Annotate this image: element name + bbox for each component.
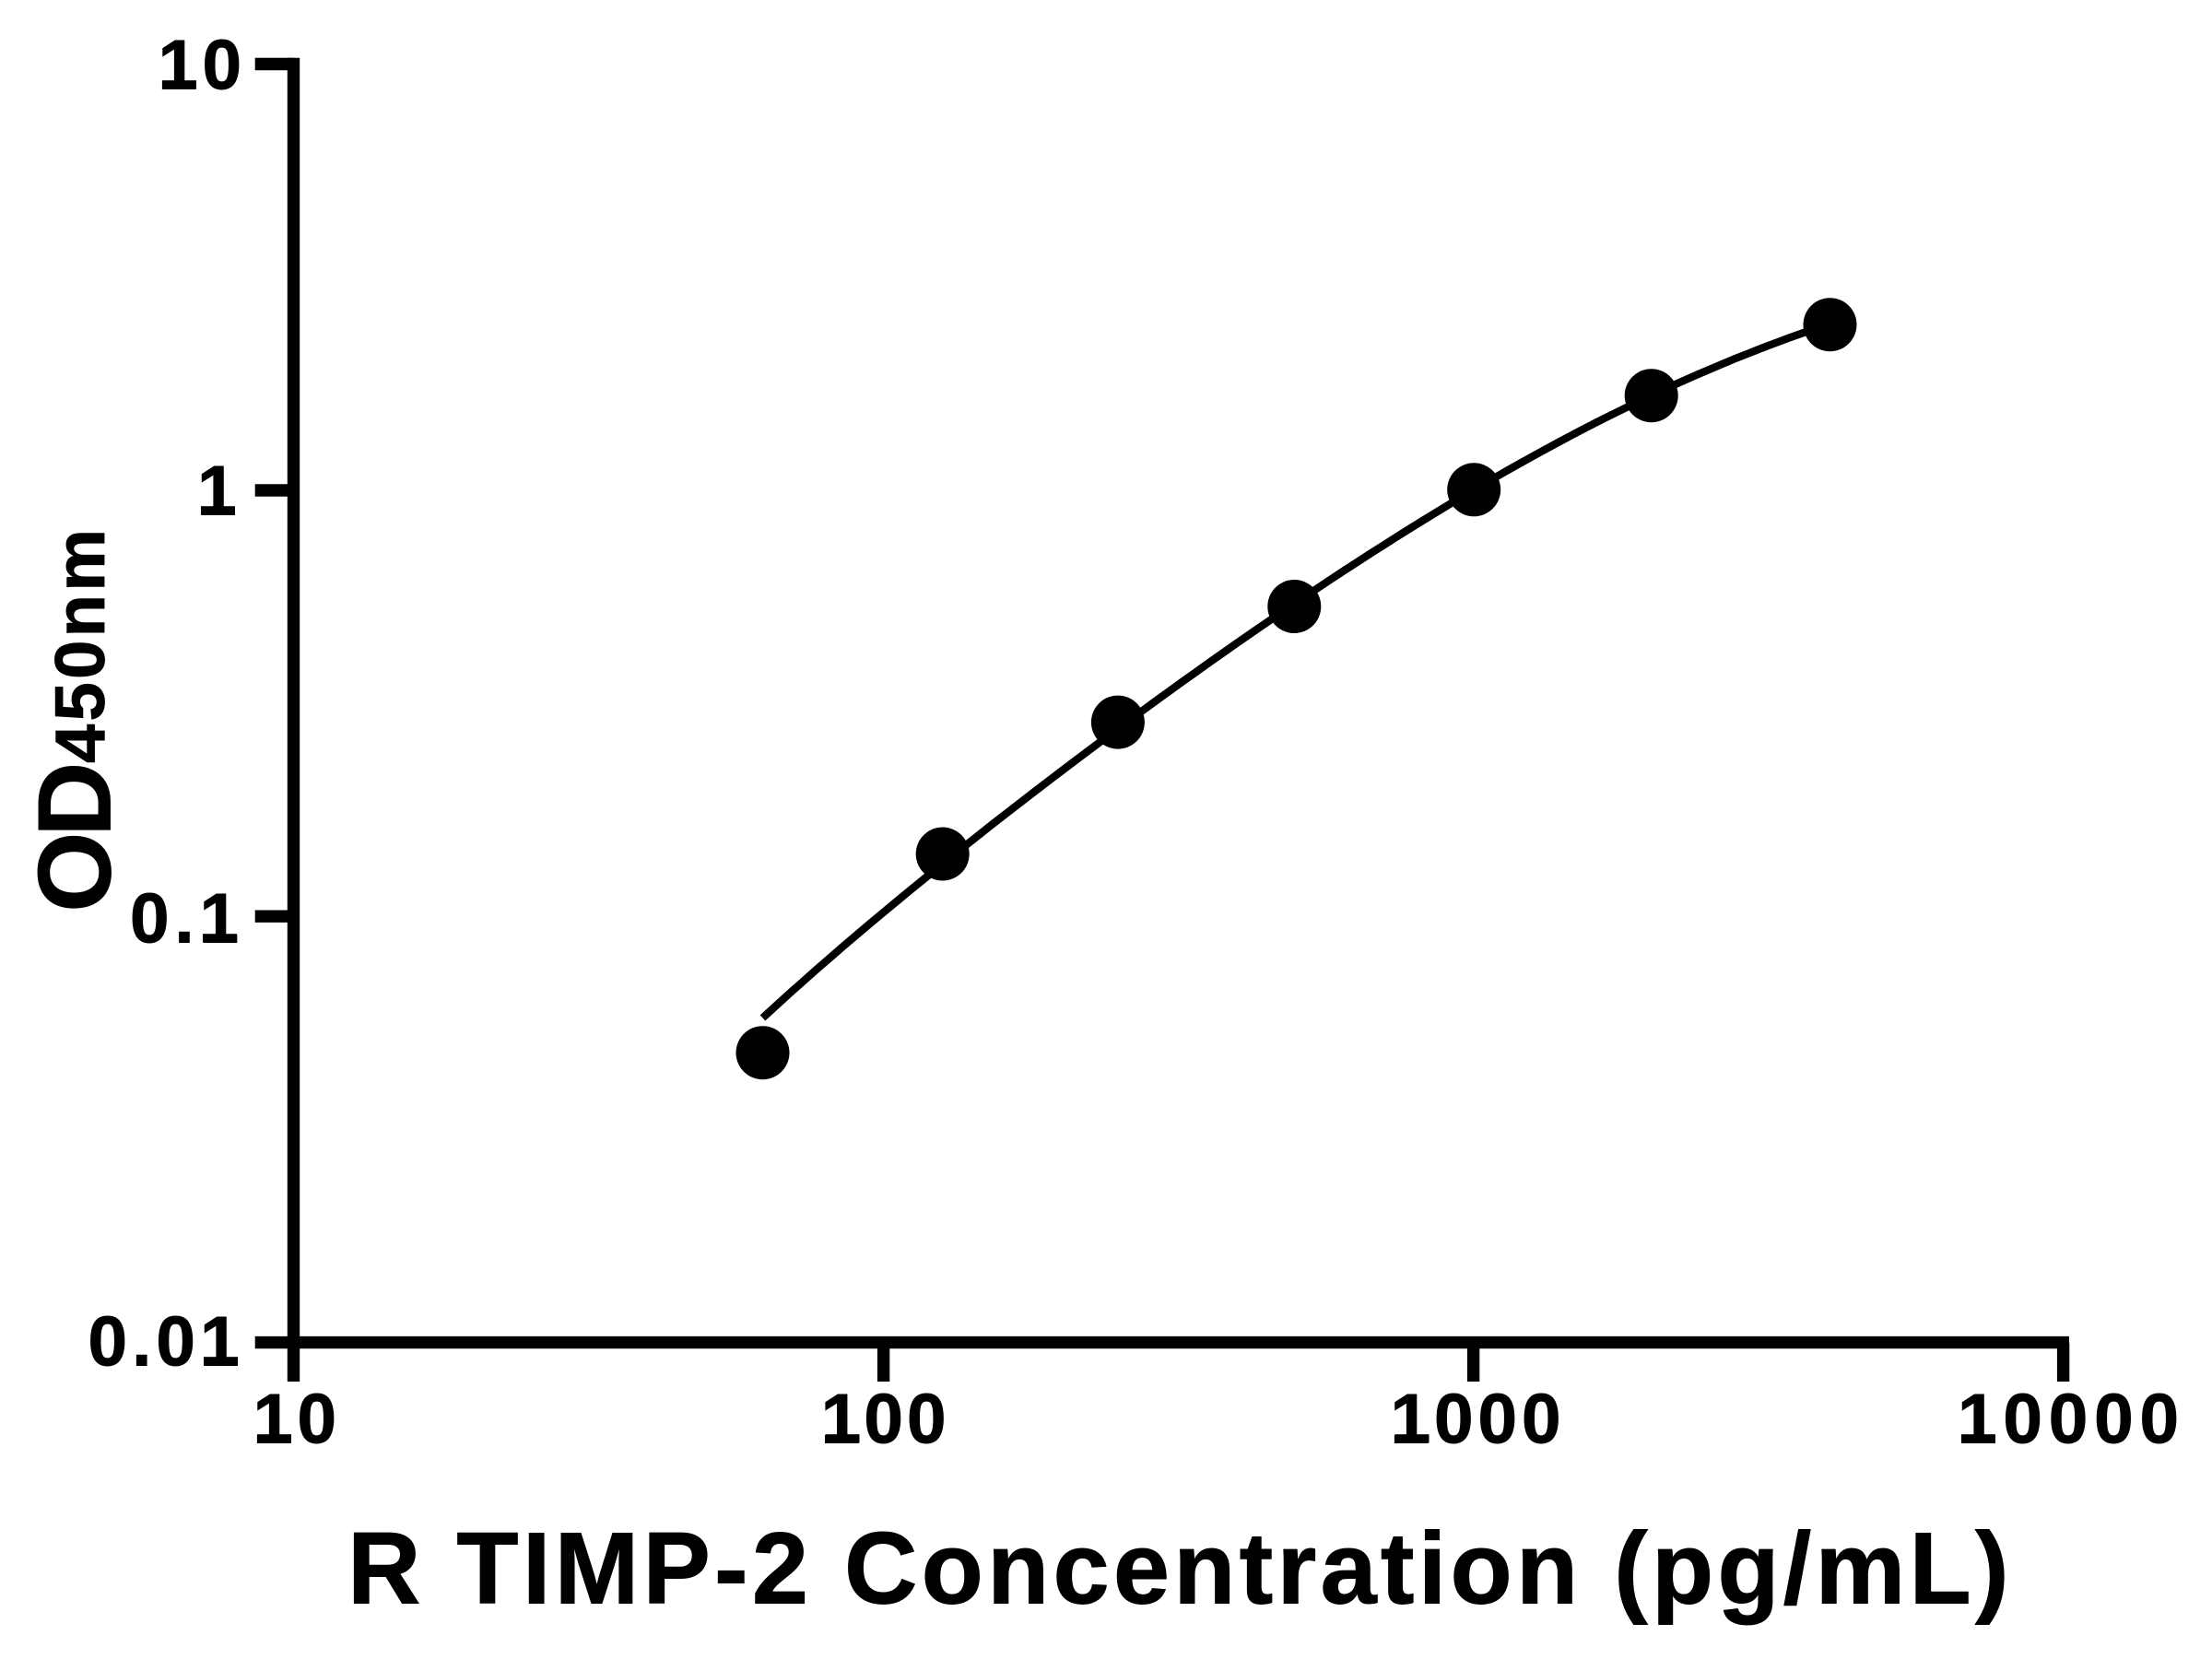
svg-text:0.1: 0.1 (130, 880, 239, 959)
svg-text:R TIMP-2 Concentration (pg/mL): R TIMP-2 Concentration (pg/mL) (347, 1512, 2009, 1625)
svg-text:0.01: 0.01 (88, 1303, 240, 1382)
svg-text:OD: OD (18, 762, 133, 912)
svg-text:10000: 10000 (1958, 1381, 2179, 1459)
svg-text:100: 100 (821, 1381, 947, 1459)
svg-text:1: 1 (197, 453, 237, 531)
svg-text:450nm: 450nm (41, 529, 120, 763)
